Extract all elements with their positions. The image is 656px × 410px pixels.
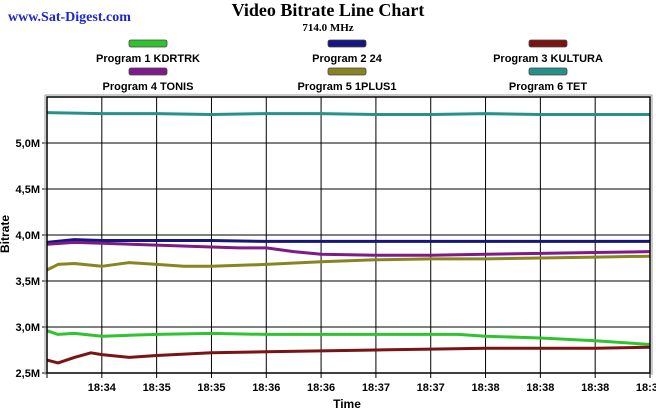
y-tick-label: 4,5M <box>16 184 40 196</box>
x-tick-label: 18:38 <box>581 382 609 394</box>
y-tick-label: 2,5M <box>16 368 40 380</box>
legend-label: Program 2 24 <box>312 53 383 65</box>
legend-swatch <box>327 39 367 48</box>
legend-swatch <box>528 39 568 48</box>
x-axis-label: Time <box>333 397 361 410</box>
legend-label: Program 4 TONIS <box>103 81 194 93</box>
x-tick-label: 18:36 <box>252 382 280 394</box>
legend-label: Program 5 1PLUS1 <box>297 81 396 93</box>
legend-label: Program 6 TET <box>509 81 588 93</box>
chart-title: Video Bitrate Line Chart <box>231 0 425 20</box>
x-tick-label: 18:36 <box>307 382 335 394</box>
x-tick-label: 18:35 <box>197 382 225 394</box>
y-tick-label: 3,0M <box>16 322 40 334</box>
x-tick-label: 18:38 <box>471 382 499 394</box>
y-axis-label: Bitrate <box>0 215 12 253</box>
legend-swatch <box>128 67 168 76</box>
series-line-1 <box>46 329 651 346</box>
grid <box>46 97 651 374</box>
ticks: 2,5M 3,0M 3,5M 4,0M 4,5M 5,0M 18:34 18:35 18:35 1… <box>16 138 656 394</box>
y-tick-label: 4,0M <box>16 230 40 242</box>
legend-label: Program 3 KULTURA <box>493 53 603 65</box>
legend-label: Program 1 KDRTRK <box>96 53 200 65</box>
series-line-6 <box>46 111 650 116</box>
series-line-2 <box>46 238 650 244</box>
x-tick-label: 18:35 <box>143 382 171 394</box>
chart-subtitle: 714.0 MHz <box>302 22 354 34</box>
site-watermark: www.Sat-Digest.com <box>8 10 131 25</box>
legend: Program 1 KDRTRK Program 2 24 Program 3 KU… <box>96 39 603 93</box>
x-tick-label: 18:38 <box>526 382 554 394</box>
axes <box>44 94 653 375</box>
x-tick-label: 18:39 <box>636 382 656 394</box>
x-tick-label: 18:37 <box>417 382 445 394</box>
plot-frame <box>46 96 651 374</box>
series-line-4 <box>46 240 651 257</box>
series-line-5 <box>46 254 651 272</box>
series-line-3 <box>46 345 651 365</box>
series-lines <box>46 111 651 365</box>
y-tick-label: 3,5M <box>16 276 40 288</box>
legend-swatch <box>327 67 367 76</box>
legend-swatch <box>528 67 568 76</box>
y-tick-label: 5,0M <box>16 138 40 150</box>
legend-swatch <box>128 39 168 48</box>
x-tick-label: 18:34 <box>88 382 117 394</box>
x-tick-label: 18:37 <box>362 382 390 394</box>
